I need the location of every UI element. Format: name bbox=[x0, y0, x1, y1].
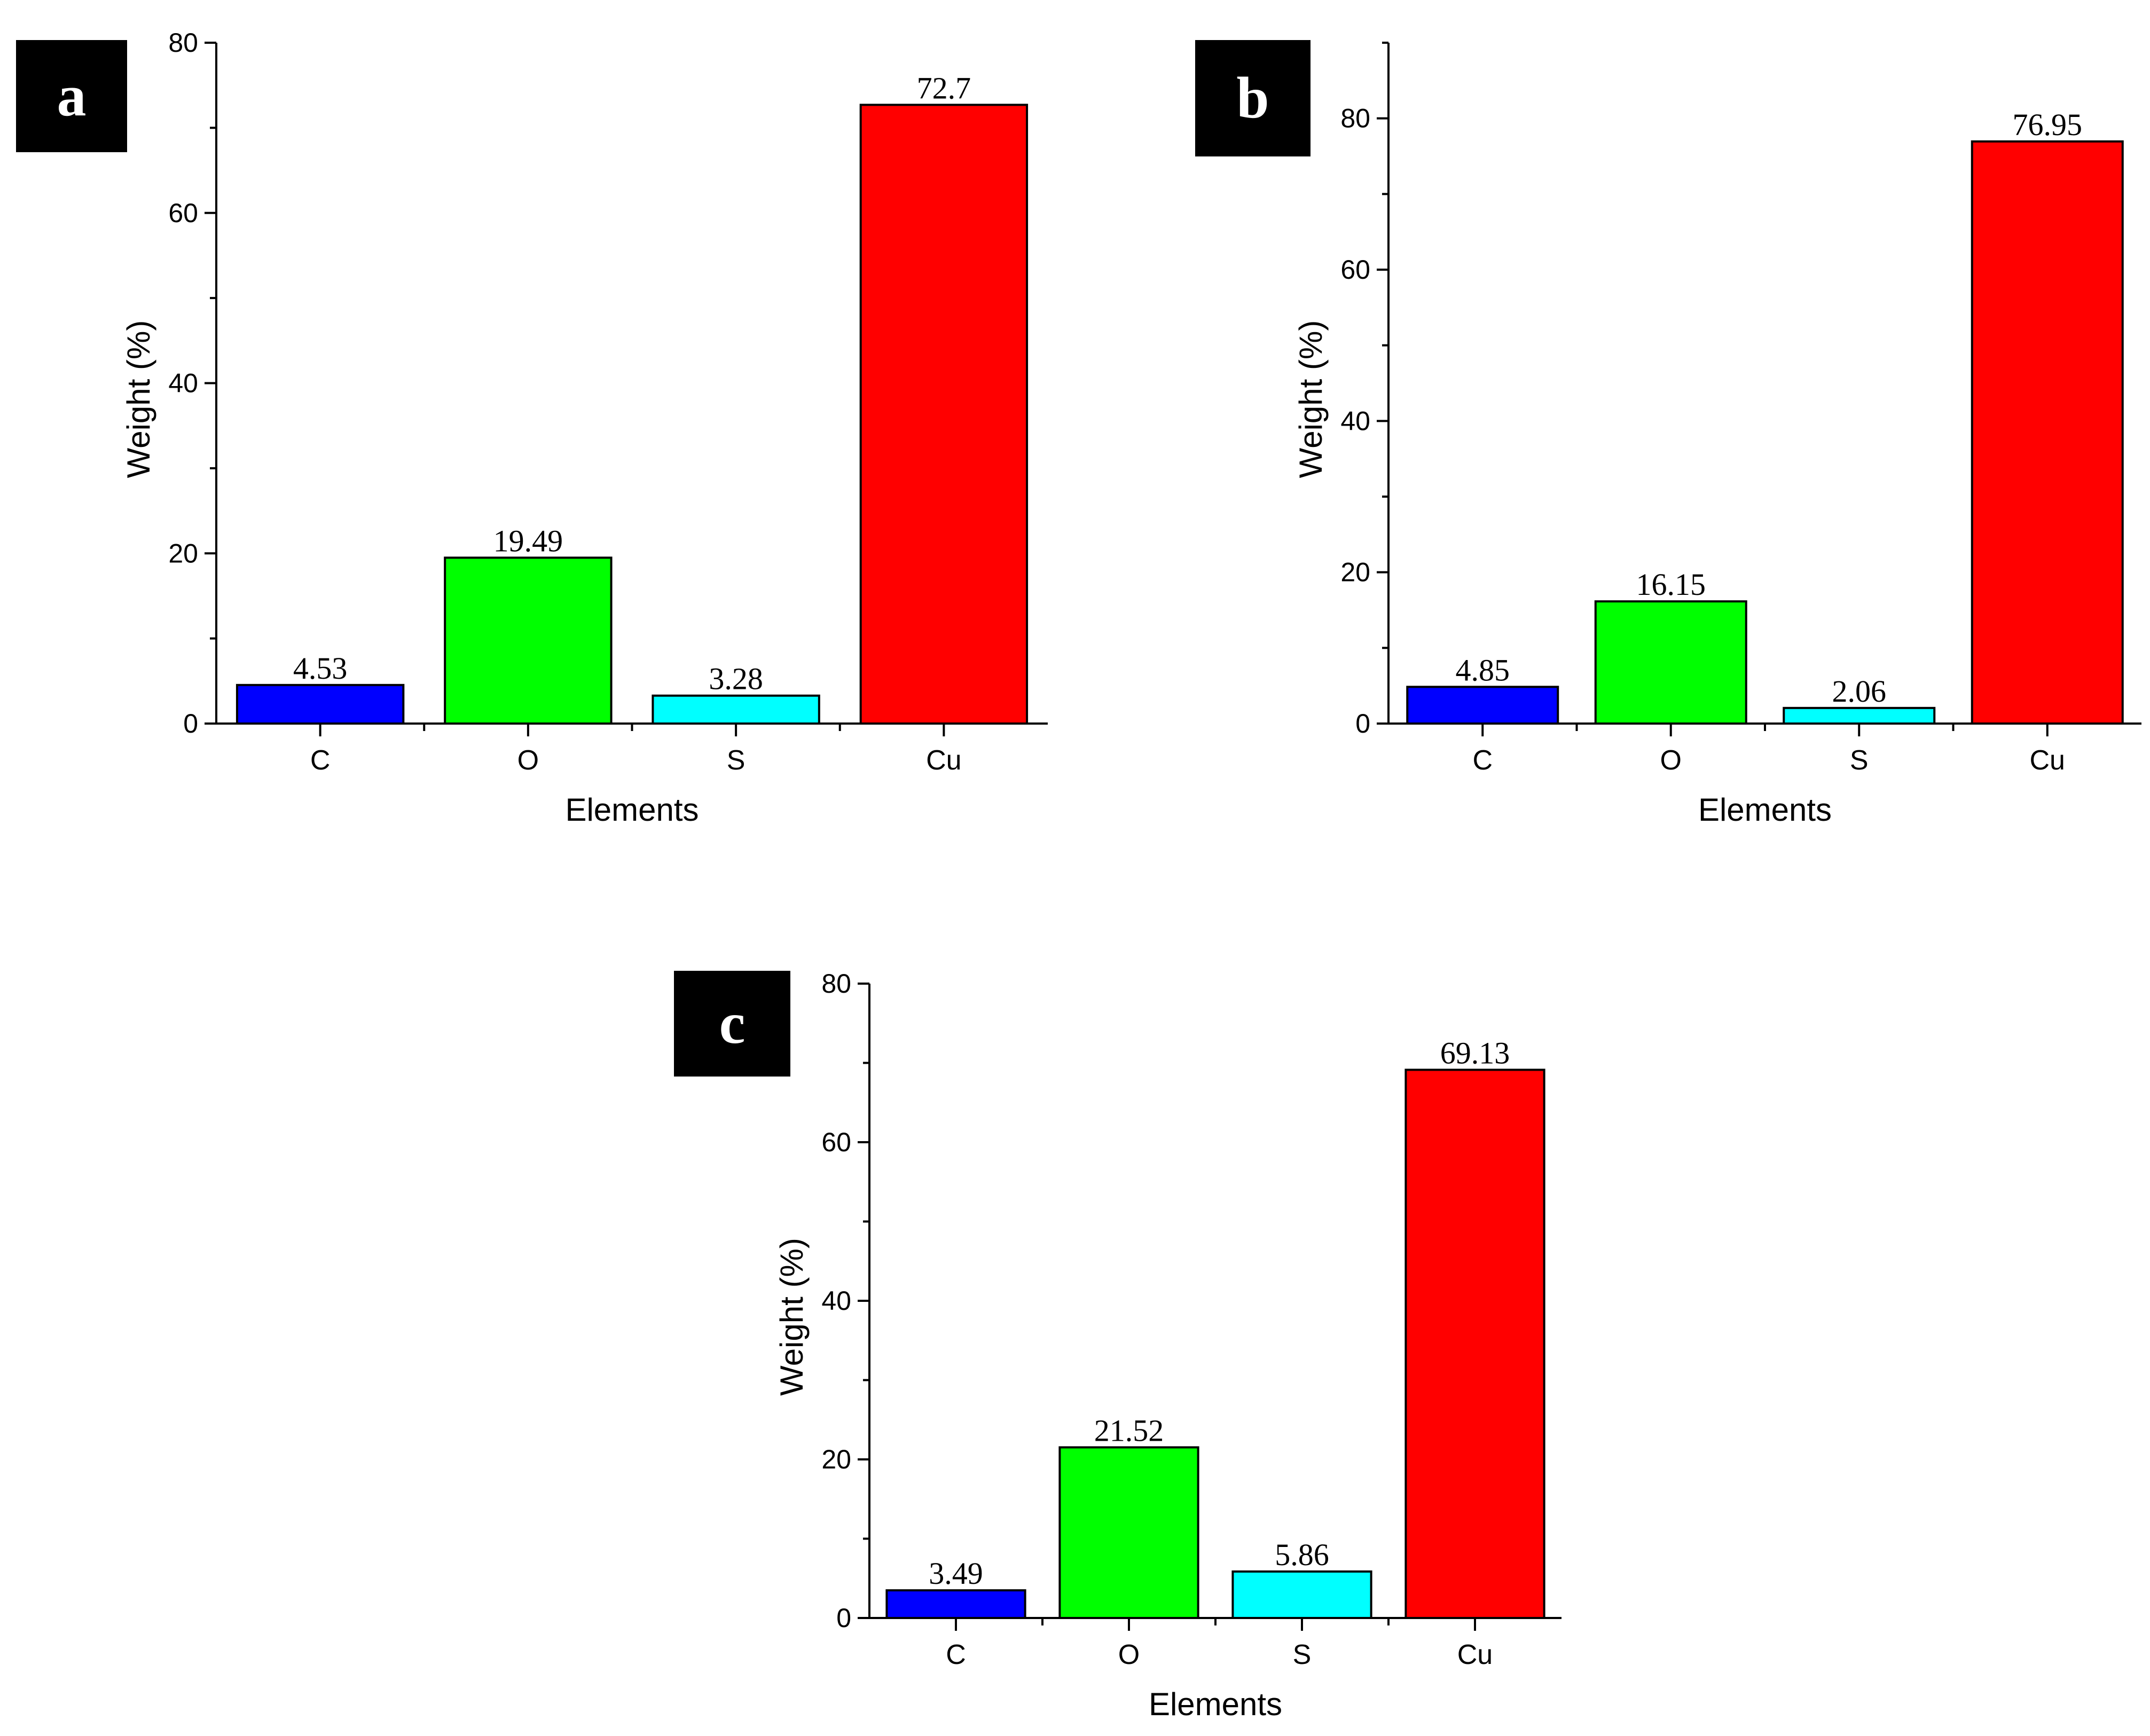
panel-label-box bbox=[16, 40, 127, 152]
x-tick-label: O bbox=[1118, 1639, 1140, 1670]
x-axis-title: Elements bbox=[565, 792, 699, 828]
bar-c bbox=[236, 684, 405, 725]
x-tick-label: Cu bbox=[1457, 1639, 1493, 1670]
bar-c bbox=[885, 1589, 1026, 1620]
data-label: 69.13 bbox=[1440, 1035, 1510, 1070]
y-tick-label: 20 bbox=[168, 538, 198, 568]
y-axis-title: Weight (%) bbox=[121, 320, 156, 478]
y-axis-title: Weight (%) bbox=[1293, 320, 1329, 478]
y-tick-label: 20 bbox=[821, 1444, 851, 1474]
y-tick-label: 20 bbox=[1340, 557, 1370, 587]
panel-label-box bbox=[1195, 40, 1311, 156]
y-tick-label: 40 bbox=[168, 368, 198, 398]
y-axis-title: Weight (%) bbox=[774, 1238, 810, 1396]
x-axis-title: Elements bbox=[1698, 792, 1832, 828]
x-tick-label: Cu bbox=[926, 745, 961, 776]
bar-o bbox=[1058, 1446, 1199, 1619]
y-tick-label: 0 bbox=[1355, 709, 1370, 739]
chart-panel-c: c 0 20 40 60 80 3.49 C 21.52 O 5.86 S 69.13 Cu Element… bbox=[674, 969, 1562, 1722]
data-label: 72.7 bbox=[917, 70, 971, 105]
y-tick-label: 0 bbox=[183, 709, 198, 739]
chart-panel-b: b 0 20 40 60 80 4.85 C 16.15 O 2.06 S 76.95 Cu Element… bbox=[1195, 40, 2141, 828]
x-tick-label: O bbox=[517, 745, 539, 776]
y-tick-label: 0 bbox=[836, 1603, 851, 1633]
x-tick-label: C bbox=[310, 745, 331, 776]
chart-panel-a: a 0 20 40 60 80 4.53 C 19.49 O 3.28 S 72.7 Cu Elements… bbox=[16, 28, 1048, 828]
x-tick-label: S bbox=[1293, 1639, 1312, 1670]
x-tick-label: S bbox=[1850, 745, 1869, 776]
data-label: 76.95 bbox=[2013, 107, 2083, 142]
x-tick-label: S bbox=[727, 745, 746, 776]
x-tick-label: O bbox=[1660, 745, 1682, 776]
x-tick-label: C bbox=[1472, 745, 1493, 776]
bar-s bbox=[1231, 1570, 1372, 1620]
y-tick-label: 80 bbox=[168, 28, 198, 58]
data-label: 5.86 bbox=[1275, 1537, 1329, 1572]
panel-letter: b bbox=[1236, 65, 1269, 130]
y-tick-label: 60 bbox=[821, 1127, 851, 1157]
bar-cu bbox=[859, 104, 1029, 725]
panel-letter: c bbox=[719, 991, 746, 1056]
y-tick-label: 60 bbox=[1340, 255, 1370, 285]
y-tick-label: 40 bbox=[1340, 406, 1370, 436]
bar-o bbox=[1594, 600, 1747, 725]
data-label: 2.06 bbox=[1832, 674, 1887, 709]
data-label: 3.49 bbox=[929, 1556, 983, 1591]
data-label: 3.28 bbox=[709, 662, 763, 696]
y-tick-label: 80 bbox=[1340, 104, 1370, 133]
bar-s bbox=[1783, 706, 1936, 725]
data-label: 21.52 bbox=[1094, 1413, 1164, 1448]
panel-label-box bbox=[674, 971, 790, 1077]
x-axis-title: Elements bbox=[1149, 1686, 1282, 1722]
x-tick-label: C bbox=[946, 1639, 966, 1670]
y-tick-label: 40 bbox=[821, 1286, 851, 1316]
bar-cu bbox=[1404, 1069, 1545, 1619]
x-tick-label: Cu bbox=[2030, 745, 2065, 776]
bar-o bbox=[444, 556, 613, 725]
data-label: 4.53 bbox=[293, 651, 348, 686]
data-label: 19.49 bbox=[493, 523, 563, 558]
bar-s bbox=[652, 694, 820, 725]
data-label: 4.85 bbox=[1456, 653, 1510, 687]
bar-c bbox=[1406, 686, 1559, 725]
y-tick-label: 80 bbox=[821, 969, 851, 999]
y-tick-label: 60 bbox=[168, 198, 198, 228]
panel-letter: a bbox=[57, 63, 87, 128]
data-label: 16.15 bbox=[1636, 567, 1706, 602]
bar-cu bbox=[1971, 140, 2124, 725]
